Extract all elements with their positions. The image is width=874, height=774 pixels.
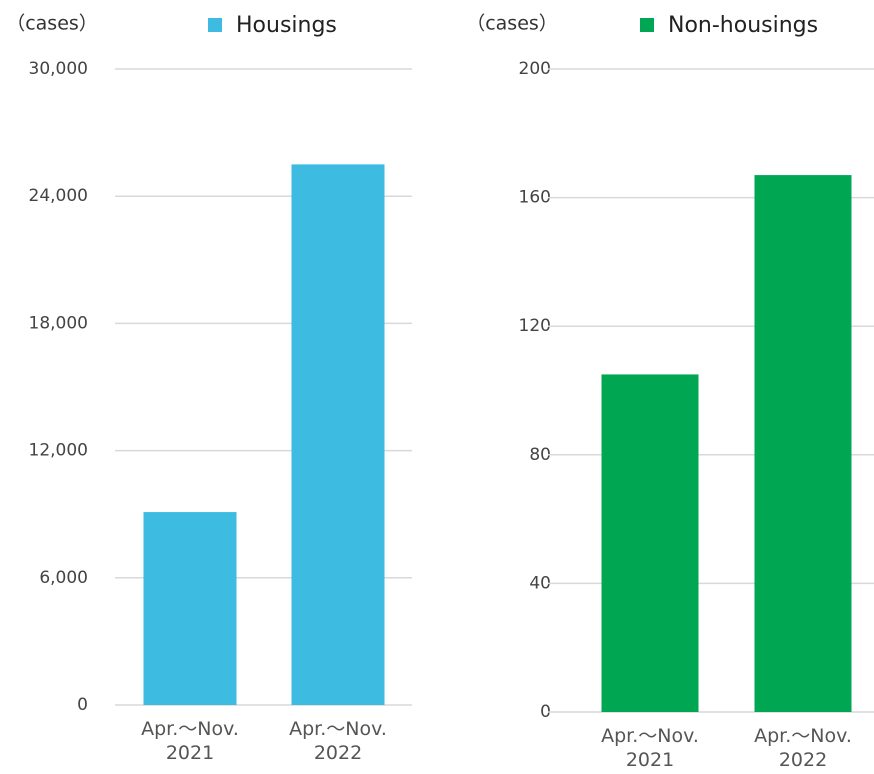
bar <box>291 164 385 705</box>
y-tick-label: 12,000 <box>29 441 88 461</box>
y-tick-label: 0 <box>77 695 88 715</box>
legend-swatch <box>208 18 222 32</box>
y-tick-label: 18,000 <box>29 313 88 333</box>
y-axis-unit: （cases） <box>6 13 98 35</box>
y-tick-label: 80 <box>529 445 551 465</box>
y-axis-unit: （cases） <box>466 13 558 35</box>
y-tick-label: 200 <box>519 59 551 79</box>
x-tick-label: Apr.～Nov. 2021 <box>141 718 239 764</box>
legend-label: Housings <box>236 13 337 38</box>
x-tick-label: Apr.～Nov. 2022 <box>754 725 852 771</box>
y-tick-label: 40 <box>529 573 551 593</box>
y-tick-label: 0 <box>540 702 551 722</box>
x-tick-label: Apr.～Nov. 2021 <box>601 725 699 771</box>
bar <box>601 374 699 712</box>
y-tick-label: 160 <box>519 188 551 208</box>
y-tick-label: 120 <box>519 316 551 336</box>
x-tick-label-box: Apr.～Nov. 2021 <box>601 725 699 771</box>
y-tick-label: 6,000 <box>39 568 88 588</box>
x-tick-label-box: Apr.～Nov. 2022 <box>754 725 852 771</box>
legend-swatch <box>640 18 654 32</box>
x-tick-label-box: Apr.～Nov. 2021 <box>141 718 239 764</box>
y-tick-label: 24,000 <box>29 186 88 206</box>
legend-label: Non-housings <box>668 13 818 38</box>
x-tick-label: Apr.～Nov. 2022 <box>289 718 387 764</box>
y-tick-label: 30,000 <box>29 59 88 79</box>
bar <box>143 512 237 705</box>
bar <box>754 175 852 713</box>
x-tick-label-box: Apr.～Nov. 2022 <box>289 718 387 764</box>
